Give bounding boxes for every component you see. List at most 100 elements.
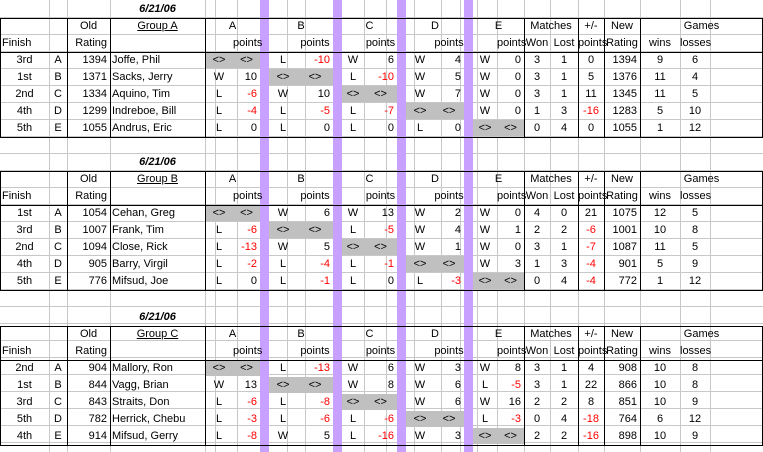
- finish-place: 3rd: [16, 54, 33, 66]
- match-points: 6: [454, 396, 461, 408]
- group-name: Group A: [137, 20, 178, 32]
- header-lost: Lost: [553, 190, 575, 202]
- header-wins: wins: [648, 37, 671, 49]
- header-new: New: [610, 173, 633, 185]
- header-points-a: points: [233, 37, 263, 49]
- match-result: L: [349, 430, 357, 442]
- match-result: L: [215, 275, 223, 287]
- finish-place: 1st: [17, 207, 32, 219]
- new-rating: 901: [618, 258, 637, 270]
- header-won: Won: [525, 345, 549, 357]
- header-col-b: B: [297, 173, 305, 185]
- plus-minus-points: 11: [585, 88, 597, 100]
- match-points: 8: [387, 379, 394, 391]
- blank-result-cell: <>: [497, 273, 524, 289]
- blank-result-cell: <>: [364, 86, 397, 102]
- games-losses: 5: [691, 241, 699, 253]
- match-points: 8: [514, 362, 521, 374]
- match-result: L: [349, 275, 357, 287]
- games-wins: 9: [656, 54, 664, 66]
- games-losses: 12: [688, 413, 702, 425]
- header-pm-points: points: [578, 37, 608, 49]
- match-points: -3: [511, 413, 521, 425]
- player-name: Indreboe, Bill: [112, 105, 177, 117]
- match-points: 2: [454, 207, 461, 219]
- finish-place: 2nd: [15, 88, 34, 100]
- match-points: 5: [323, 430, 330, 442]
- grid-vline: [441, 0, 442, 452]
- player-letter: B: [54, 71, 62, 83]
- match-result: L: [279, 413, 287, 425]
- match-result: W: [479, 241, 491, 253]
- header-won: Won: [525, 190, 549, 202]
- match-result: L: [481, 413, 489, 425]
- blank-result-cell: <>: [233, 360, 260, 376]
- games-wins: 11: [654, 241, 666, 253]
- table-column-border: [578, 326, 579, 446]
- games-wins: 5: [656, 258, 664, 270]
- matches-won: 2: [533, 430, 541, 442]
- matches-lost: 3: [560, 258, 568, 270]
- player-letter: B: [54, 224, 62, 236]
- table-column-border: [67, 326, 68, 446]
- match-points: -3: [247, 413, 257, 425]
- match-points: -6: [384, 413, 394, 425]
- group-date: 6/21/06: [139, 156, 176, 168]
- new-rating: 866: [618, 379, 637, 391]
- table-column-border: [604, 326, 605, 446]
- match-points: -1: [384, 258, 394, 270]
- table-column-border: [110, 326, 111, 446]
- match-result: W: [414, 241, 426, 253]
- header-border: [0, 52, 763, 53]
- separator-bar: [464, 0, 473, 452]
- header-col-c: C: [365, 20, 374, 32]
- new-rating: 1075: [612, 207, 637, 219]
- separator-bar: [397, 0, 406, 452]
- grid-vline: [215, 0, 216, 452]
- match-points: 6: [454, 379, 461, 391]
- header-wins: wins: [648, 190, 671, 202]
- plus-minus-points: -6: [586, 224, 596, 236]
- player-name: Mifsud, Joe: [112, 275, 169, 287]
- match-result: L: [279, 54, 287, 66]
- old-rating: 1055: [82, 122, 107, 134]
- player-name: Andrus, Eric: [112, 122, 172, 134]
- finish-place: 2nd: [15, 241, 34, 253]
- separator-bar: [333, 0, 342, 452]
- match-result: W: [479, 54, 491, 66]
- header-finish: Finish: [2, 37, 32, 49]
- blank-result-cell: <>: [473, 120, 497, 136]
- match-result: W: [414, 224, 426, 236]
- header-pm-points: points: [578, 345, 608, 357]
- separator-bar: [260, 0, 269, 452]
- header-col-b: B: [297, 328, 305, 340]
- plus-minus-points: 4: [587, 362, 595, 374]
- old-rating: 1054: [82, 207, 107, 219]
- match-result: L: [349, 224, 357, 236]
- old-rating: 1094: [82, 241, 107, 253]
- plus-minus-points: -16: [583, 105, 599, 117]
- match-result: W: [479, 207, 491, 219]
- finish-place: 5th: [16, 122, 33, 134]
- blank-result-cell: <>: [297, 222, 333, 238]
- games-wins: 11: [654, 71, 666, 83]
- match-result: W: [414, 71, 426, 83]
- blank-result-cell: <>: [406, 103, 434, 119]
- player-letter: C: [54, 241, 62, 253]
- games-wins: 1: [656, 122, 664, 134]
- header-points-b: points: [300, 190, 330, 202]
- plus-minus-points: 21: [584, 207, 598, 219]
- plus-minus-points: -7: [586, 241, 596, 253]
- plus-minus-points: -16: [583, 430, 599, 442]
- blank-result-cell: <>: [342, 86, 364, 102]
- games-losses: 12: [688, 275, 702, 287]
- matches-lost: 4: [560, 275, 568, 287]
- header-col-e: E: [494, 328, 503, 340]
- new-rating: 1376: [612, 71, 637, 83]
- match-points: 6: [323, 207, 330, 219]
- match-points: -3: [451, 275, 461, 287]
- match-points: 0: [250, 122, 257, 134]
- match-result: W: [414, 379, 426, 391]
- finish-place: 1st: [17, 379, 32, 391]
